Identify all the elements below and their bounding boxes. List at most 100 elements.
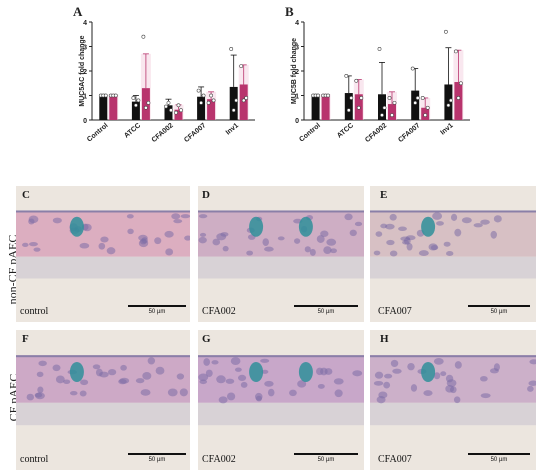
- x-tick-label: Inv1: [225, 122, 240, 136]
- data-point: [453, 49, 458, 54]
- y-tick-label: 1: [83, 94, 87, 101]
- data-point: [443, 29, 448, 34]
- scale-bar-label: 50 µm: [148, 309, 166, 315]
- micrograph-e: E CFA007 50 µm: [370, 186, 536, 322]
- micrograph-h: H CFA007 50 µm: [370, 330, 536, 470]
- x-tick-label: CFA007: [397, 122, 421, 144]
- data-point: [458, 81, 463, 86]
- data-point: [354, 78, 359, 83]
- x-tick-label: Inv1: [439, 122, 454, 136]
- scale-bar: [294, 453, 358, 455]
- panel-letter-b: B: [285, 4, 294, 19]
- caption-cfa002: CFA002: [202, 454, 236, 465]
- x-tick-label: ATCC: [123, 122, 142, 140]
- data-point: [176, 103, 181, 108]
- data-point: [448, 98, 453, 103]
- scale-bar: [128, 453, 186, 455]
- x-tick-label: Control: [86, 122, 110, 143]
- micrograph-d: D CFA002 50 µm: [198, 186, 364, 322]
- y-tick-label: 2: [295, 69, 299, 76]
- caption-control: control: [20, 306, 49, 317]
- bar-charts-area: A B 0 1 2 3 4 MUC5AC fold change Control ATCC CF…: [0, 0, 550, 178]
- data-point: [209, 93, 214, 98]
- data-point: [229, 47, 234, 51]
- data-point: [234, 98, 239, 103]
- panel-letter-h: H: [380, 333, 389, 345]
- x-tick-label: Control: [298, 122, 322, 143]
- scale-bar-label: 50 µm: [490, 457, 508, 463]
- data-point: [244, 96, 249, 100]
- bar: [197, 96, 206, 120]
- data-point: [136, 98, 141, 103]
- data-point: [377, 47, 382, 51]
- data-point: [387, 96, 392, 100]
- y-axis-label: MUC5B fold change: [291, 38, 298, 104]
- data-point: [239, 64, 244, 69]
- bar-charts-svg: 0 1 2 3 4 MUC5AC fold change Control ATCC CFA002…: [79, 20, 470, 144]
- scale-bar: [468, 453, 530, 455]
- data-point: [359, 96, 364, 100]
- scale-bar: [468, 305, 530, 307]
- data-point: [231, 108, 236, 113]
- data-point: [356, 105, 361, 110]
- data-point: [103, 93, 108, 98]
- micrograph-c: C control 50 µm: [16, 186, 190, 322]
- tissue-image: [198, 186, 364, 322]
- scale-bar: [128, 305, 186, 307]
- data-point: [390, 113, 394, 118]
- bar: [344, 93, 353, 120]
- caption-cfa007: CFA007: [378, 454, 412, 465]
- panel-letter-g: G: [202, 333, 211, 345]
- y-tick-label: 4: [295, 20, 299, 27]
- data-point: [420, 96, 425, 100]
- y-tick-label: 0: [83, 118, 87, 125]
- data-point: [380, 113, 384, 118]
- data-point: [131, 96, 136, 100]
- caption-cfa002: CFA002: [202, 306, 236, 317]
- tissue-image: [198, 330, 364, 470]
- data-point: [196, 88, 201, 93]
- data-point: [326, 93, 331, 98]
- bar: [164, 105, 173, 120]
- data-point: [133, 103, 138, 108]
- data-point: [164, 104, 168, 109]
- bar: [109, 95, 118, 120]
- y-tick-label: 1: [295, 94, 299, 101]
- scale-bar-label: 50 µm: [148, 457, 166, 463]
- y-axis-label: MUC5AC fold change: [79, 35, 86, 106]
- data-point: [392, 100, 397, 105]
- bar: [388, 104, 396, 120]
- panel-letter-e: E: [380, 189, 388, 201]
- x-tick-label: ATCC: [336, 122, 355, 140]
- bar: [454, 82, 463, 120]
- bar: [131, 101, 140, 120]
- tissue-image: [16, 186, 190, 322]
- data-point: [113, 93, 118, 98]
- data-point: [382, 105, 387, 110]
- data-point: [146, 100, 151, 105]
- data-point: [425, 105, 430, 110]
- x-tick-label: CFA002: [151, 122, 175, 144]
- caption-cfa007: CFA007: [378, 306, 412, 317]
- data-point: [456, 96, 461, 100]
- x-tick-label: CFA002: [364, 122, 388, 144]
- data-point: [415, 96, 420, 100]
- scale-bar-label: 50 µm: [490, 309, 508, 315]
- panel-letter-d: D: [202, 189, 210, 201]
- panel-letter-c: C: [22, 189, 30, 201]
- data-point: [141, 34, 146, 39]
- data-point: [169, 108, 173, 113]
- tissue-image: [370, 186, 536, 322]
- panel-letter-f: F: [22, 333, 29, 345]
- data-point: [413, 100, 418, 105]
- data-point: [349, 96, 354, 100]
- y-tick-label: 2: [83, 69, 87, 76]
- data-point: [410, 66, 415, 71]
- bar: [174, 109, 183, 120]
- micrograph-g: G CFA002 50 µm: [198, 330, 364, 470]
- data-point: [174, 110, 178, 115]
- bar: [229, 86, 238, 120]
- data-point: [316, 93, 321, 98]
- y-tick-label: 4: [83, 20, 87, 27]
- data-point: [344, 74, 349, 78]
